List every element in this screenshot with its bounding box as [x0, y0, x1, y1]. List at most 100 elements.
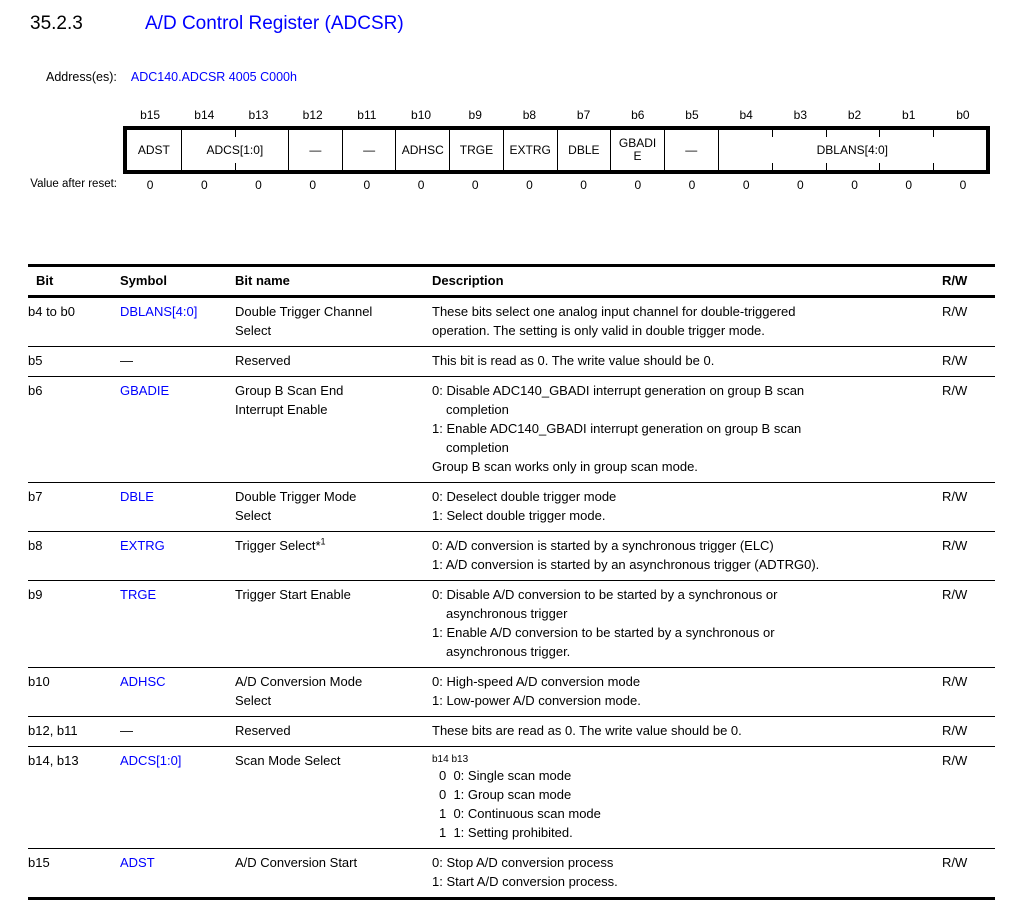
bit-name-line: Reserved — [235, 353, 291, 368]
cell-description: 0: Deselect double trigger mode 1: Select… — [432, 482, 942, 532]
section-number: 35.2.3 — [30, 13, 83, 34]
table-header-row: Bit Symbol Bit name Description R/W — [28, 264, 995, 298]
description-line: 1: Low-power A/D conversion mode. — [432, 693, 641, 708]
register-field-label: GBADIE — [618, 136, 657, 163]
reset-value: 0 — [526, 178, 533, 192]
table-row: b15 ADST A/D Conversion Start 0: Stop A/D c… — [28, 848, 995, 900]
reset-value: 0 — [363, 178, 371, 192]
reset-value: 0 — [688, 178, 696, 192]
symbol-text[interactable]: TRGE — [120, 587, 157, 602]
column-header-symbol: Symbol — [120, 264, 235, 298]
bit-boundary-tick — [932, 130, 934, 137]
column-header-bit-name: Bit name — [235, 264, 432, 298]
cell-bit: b6 — [28, 376, 120, 483]
bit-label: b11 — [357, 108, 377, 122]
register-field-adst: ADST — [127, 130, 181, 170]
cell-rw: R/W — [942, 716, 995, 747]
bit-name-line: A/D Conversion Start — [235, 855, 358, 870]
cell-description: 0: High-speed A/D conversion mode 1: Low-… — [432, 667, 942, 717]
cell-bit-name: Double Trigger Channel Select — [235, 297, 432, 347]
bit-name-line: Double Trigger Mode — [235, 489, 357, 504]
description-line: completion — [446, 440, 509, 455]
register-field-label: TRGE — [459, 142, 494, 157]
symbol-text[interactable]: DBLE — [120, 489, 154, 504]
bit-name-line: A/D Conversion Mode — [235, 674, 363, 689]
cell-bit-name: Reserved — [235, 716, 432, 747]
description-line: 1: Enable A/D conversion to be started b… — [432, 625, 775, 640]
bit-boundary-tick — [234, 130, 236, 137]
bit-label: b14 — [194, 108, 215, 122]
cell-rw: R/W — [942, 304, 968, 319]
reset-value: 0 — [417, 178, 425, 192]
symbol-text[interactable]: ADST — [120, 855, 155, 870]
register-field-label: DBLANS[4:0] — [816, 142, 888, 157]
cell-description: This bit is read as 0. The write value s… — [432, 346, 942, 377]
bit-name-line: Reserved — [235, 723, 291, 738]
description-line: 1 1: Setting prohibited. — [439, 825, 573, 840]
cell-description: 0: Disable A/D conversion to be started … — [432, 580, 942, 668]
reset-value: 0 — [905, 178, 913, 192]
bit-label: b10 — [411, 108, 432, 122]
register-field-trge: TRGE — [449, 130, 503, 170]
register-field-dble: DBLE — [556, 130, 611, 170]
cell-symbol: — — [120, 346, 235, 377]
reset-value: 0 — [580, 178, 587, 192]
bit-label: b3 — [793, 108, 808, 122]
reset-value-row: Value after reset: 0 0 0 0 0 0 0 0 0 0 0 0 0 0 0 0 — [30, 178, 990, 194]
symbol-text[interactable]: ADHSC — [120, 674, 166, 689]
description-line: 0: Disable ADC140_GBADI interrupt genera… — [432, 383, 805, 398]
bit-boundary-tick — [772, 163, 774, 170]
bit-boundary-tick — [772, 130, 774, 137]
description-line: This bit is read as 0. The write value s… — [432, 353, 715, 368]
cell-bit-name: Reserved — [235, 346, 432, 377]
cell-description: 0: Disable ADC140_GBADI interrupt genera… — [432, 376, 942, 483]
bit-label: b7 — [576, 108, 591, 122]
cell-symbol: — — [120, 716, 235, 747]
cell-description: b14 b13 0 0: Single scan mode 0 1: Group s… — [432, 746, 942, 849]
table-row: b8 EXTRG Trigger Select*1 0: A/D conversion… — [28, 531, 995, 581]
cell-bit: b7 — [28, 482, 120, 532]
address-label: Address(es): — [46, 70, 117, 84]
cell-bit: b12, b11 — [28, 716, 120, 747]
cell-bit-name: Double Trigger Mode Select — [235, 482, 432, 532]
bit-name-line: Select — [235, 508, 272, 523]
cell-bit: b5 — [28, 346, 120, 377]
section-heading: 35.2.3 A/D Control Register (ADCSR) — [30, 12, 1023, 36]
symbol-text[interactable]: EXTRG — [120, 538, 165, 553]
register-field-reserved: — — [663, 130, 718, 170]
reset-value: 0 — [797, 178, 804, 192]
bit-name-line: Trigger Start Enable — [235, 587, 351, 602]
register-field-reserved: — — [288, 130, 342, 170]
bit-name-line: Interrupt Enable — [235, 402, 328, 417]
symbol-text: — — [120, 353, 133, 368]
reset-value: 0 — [471, 178, 479, 192]
symbol-text[interactable]: DBLANS[4:0] — [120, 304, 198, 319]
bit-label: b4 — [739, 108, 753, 122]
bit-label-row: b15 b14 b13 b12 b11 b10 b9 b8 b7 b6 b5 b4 b3 b2 b1 b0 — [123, 108, 990, 126]
cell-bit-name: A/D Conversion Mode Select — [235, 667, 432, 717]
register-field-adhsc: ADHSC — [395, 130, 449, 170]
register-field-dblans40: DBLANS[4:0] — [717, 130, 986, 170]
description-line: Group B scan works only in group scan mo… — [432, 459, 698, 474]
description-line: 0: A/D conversion is started by a synchr… — [432, 538, 774, 553]
cell-bit: b8 — [28, 531, 120, 581]
bit-name-line: Group B Scan End — [235, 383, 344, 398]
symbol-text[interactable]: GBADIE — [120, 383, 170, 398]
cell-bit: b4 to b0 — [28, 304, 75, 319]
cell-symbol: DBLE — [120, 482, 235, 532]
register-field-label: — — [685, 142, 698, 157]
table-row: b9 TRGE Trigger Start Enable 0: Disable A/D… — [28, 580, 995, 668]
bit-label: b6 — [631, 108, 645, 122]
reset-value: 0 — [200, 178, 208, 192]
description-line: asynchronous trigger — [446, 606, 568, 621]
register-field-label: DBLE — [568, 142, 600, 157]
register-field-adcs10: ADCS[1:0] — [180, 130, 288, 170]
cell-bit: b14, b13 — [28, 746, 120, 849]
cell-symbol: GBADIE — [120, 376, 235, 483]
description-line: asynchronous trigger. — [446, 644, 571, 659]
symbol-text[interactable]: ADCS[1:0] — [120, 753, 182, 768]
cell-symbol: DBLANS[4:0] — [120, 297, 235, 347]
table-row: b12, b11— Reserved These bits are read as … — [28, 716, 995, 747]
register-field-row: ADST ADCS[1:0] — — ADHSC TRGE EXTRG DBLE GBADIE —… — [123, 126, 990, 174]
register-field-label: — — [363, 142, 376, 157]
